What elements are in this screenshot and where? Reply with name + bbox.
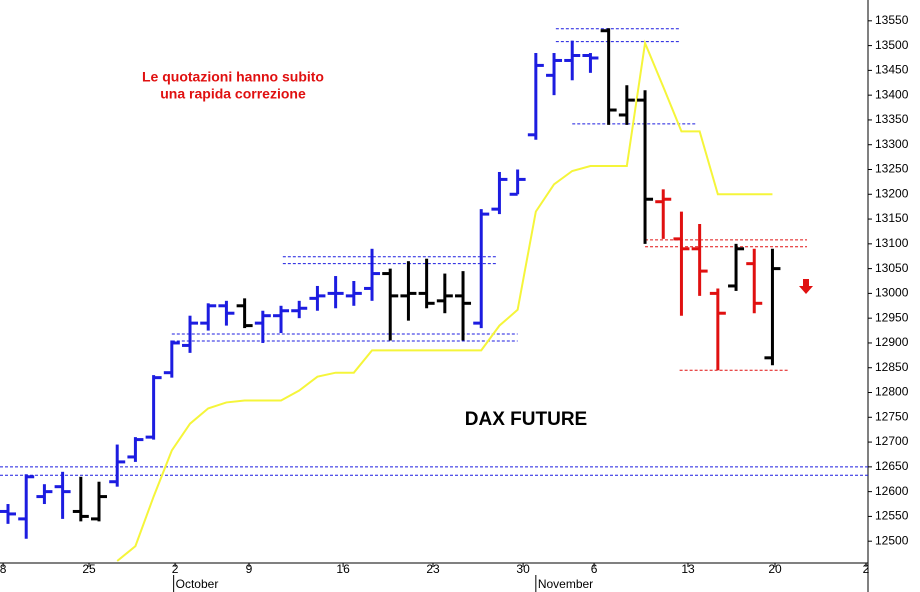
y-tick-label: 12900	[875, 335, 909, 349]
y-tick-label: 13550	[875, 13, 909, 27]
y-tick-label: 12850	[875, 360, 909, 374]
y-tick-label: 13300	[875, 137, 909, 151]
y-tick-label: 12600	[875, 484, 909, 498]
y-tick-label: 12650	[875, 459, 909, 473]
x-tick-label: 23	[426, 562, 440, 576]
x-tick-label: 6	[591, 562, 598, 576]
down-arrow	[799, 279, 813, 294]
y-tick-label: 13000	[875, 286, 909, 300]
x-tick-label: 2	[172, 562, 179, 576]
y-tick-label: 13400	[875, 87, 909, 101]
x-tick-label: 8	[0, 562, 7, 576]
y-tick-label: 12500	[875, 533, 909, 547]
y-tick-label: 13150	[875, 211, 909, 225]
x-tick-label: 2	[863, 562, 870, 576]
chart-title: DAX FUTURE	[465, 409, 587, 430]
y-tick-label: 13200	[875, 186, 909, 200]
month-label: October	[176, 577, 219, 591]
y-tick-label: 12950	[875, 310, 909, 324]
moving-average	[116, 39, 773, 562]
y-tick-label: 13350	[875, 112, 909, 126]
y-tick-label: 13100	[875, 236, 909, 250]
x-tick-label: 20	[768, 562, 782, 576]
y-tick-label: 13050	[875, 261, 909, 275]
y-tick-label: 12700	[875, 434, 909, 448]
x-tick-label: 25	[82, 562, 96, 576]
x-tick-label: 16	[336, 562, 350, 576]
x-tick-label: 13	[681, 562, 695, 576]
y-tick-label: 12550	[875, 509, 909, 523]
y-tick-label: 12800	[875, 385, 909, 399]
annotation: una rapida correzione	[160, 86, 306, 102]
month-label: November	[538, 577, 593, 591]
y-tick-label: 13500	[875, 38, 909, 52]
x-tick-label: 30	[516, 562, 530, 576]
y-tick-label: 12750	[875, 409, 909, 423]
y-tick-label: 13250	[875, 162, 909, 176]
y-tick-label: 13450	[875, 63, 909, 77]
annotation: Le quotazioni hanno subito	[142, 69, 324, 85]
x-tick-label: 9	[246, 562, 253, 576]
